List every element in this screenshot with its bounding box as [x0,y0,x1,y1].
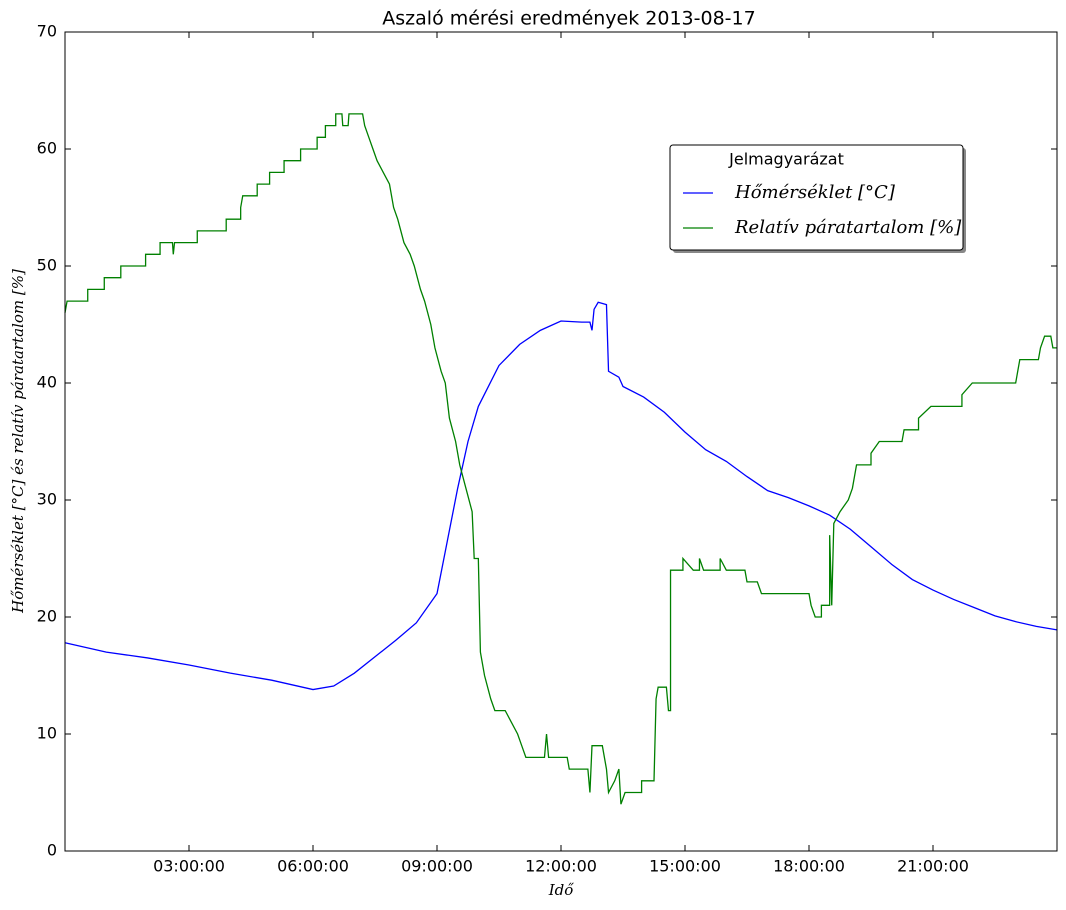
x-axis-label: Idő [548,881,575,899]
x-tick-label: 21:00:00 [897,857,969,876]
y-tick-label: 50 [37,256,57,275]
x-tick-label: 03:00:00 [153,857,225,876]
y-axis-label: Hőmérséklet [°C] és relatív páratartalom… [9,269,27,614]
y-tick-label: 60 [37,139,57,158]
plot-frame [64,31,1058,852]
y-tick-label: 70 [37,22,57,41]
y-tick-label: 30 [37,490,57,509]
series-line [64,113,1057,805]
series-line [64,301,1058,691]
x-tick-label: 15:00:00 [649,857,721,876]
y-tick-label: 0 [47,841,57,860]
legend-title: Jelmagyarázat [728,150,844,169]
legend: Jelmagyarázat Hőmérséklet [°C] Relatív pár… [669,144,966,253]
y-tick-label: 20 [37,607,57,626]
legend-box [669,144,964,251]
x-tick-label: 18:00:00 [773,857,845,876]
x-tick-label: 06:00:00 [277,857,349,876]
chart-title: Aszaló mérési eredmények 2013-08-17 [382,8,755,30]
x-tick-label: 09:00:00 [401,857,473,876]
legend-label: Relatív páratartalom [%] [734,217,962,238]
y-tick-label: 40 [37,373,57,392]
legend-label: Hőmérséklet [°C] [734,182,896,203]
y-tick-label: 10 [37,724,57,743]
x-tick-label: 12:00:00 [525,857,597,876]
